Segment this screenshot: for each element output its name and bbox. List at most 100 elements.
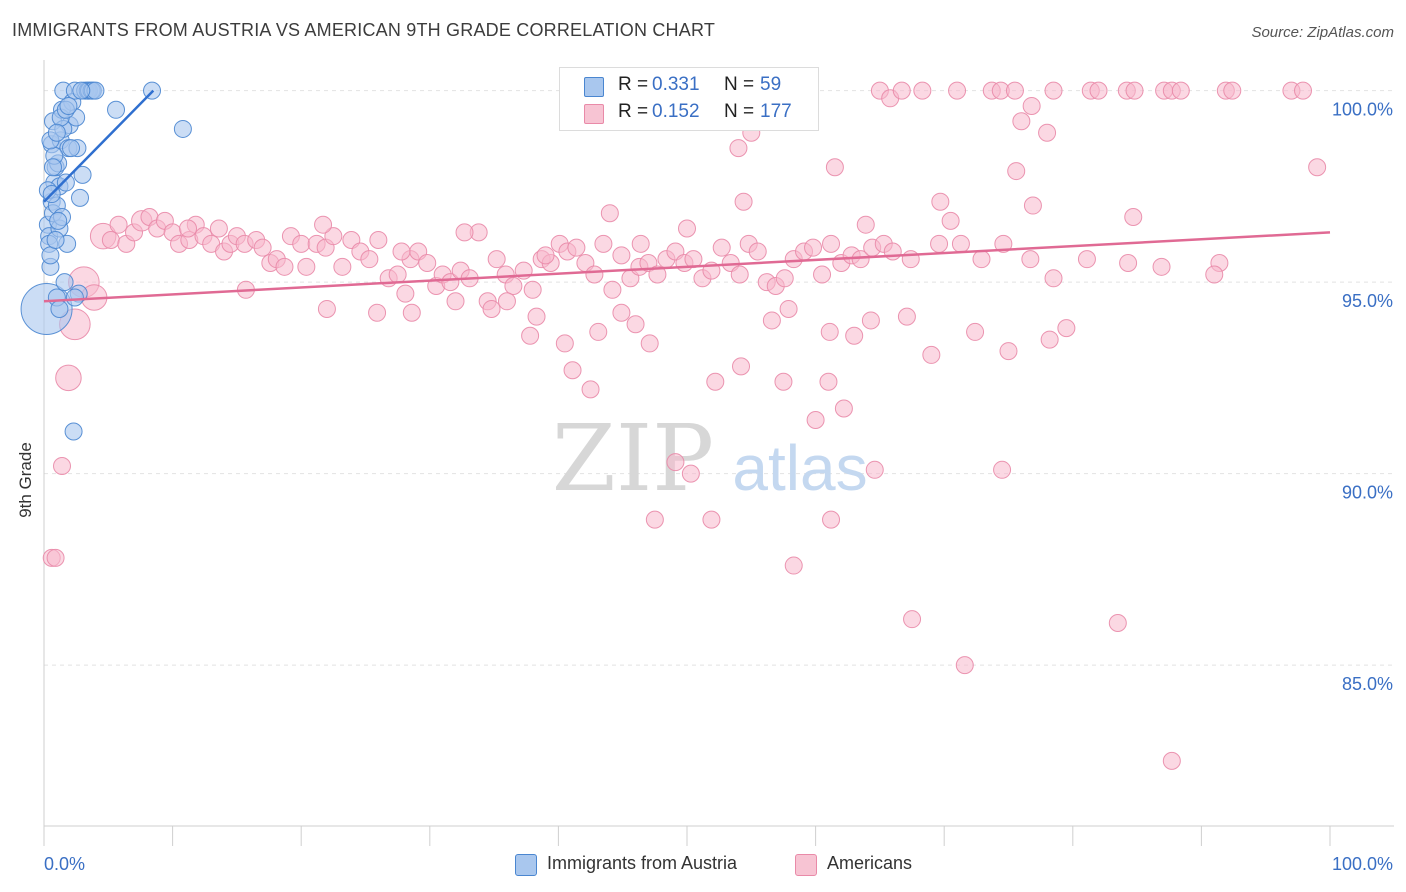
data-point-americans: [1293, 81, 1312, 100]
legend-swatch-austria: [584, 77, 604, 97]
data-point-americans: [820, 322, 839, 341]
data-point-americans: [275, 257, 294, 276]
y-axis-label: 9th Grade: [16, 442, 35, 518]
data-point-americans: [360, 250, 379, 269]
y-tick-label: 100.0%: [1332, 100, 1393, 120]
data-point-americans: [775, 269, 794, 288]
data-point-austria: [44, 158, 63, 177]
data-point-austria: [64, 422, 83, 441]
data-point-americans: [1044, 81, 1063, 100]
data-point-americans: [589, 322, 608, 341]
data-point-americans: [523, 280, 542, 299]
data-point-americans: [521, 326, 540, 345]
data-point-austria: [73, 165, 92, 184]
data-point-americans: [966, 322, 985, 341]
data-point-americans: [1023, 196, 1042, 215]
data-point-americans: [333, 257, 352, 276]
data-point-americans: [297, 257, 316, 276]
legend-r-value: 0.152: [652, 101, 700, 122]
data-point-americans: [819, 372, 838, 391]
data-point-austria: [50, 299, 69, 318]
legend-n-label: N =: [724, 74, 755, 95]
data-point-americans: [948, 81, 967, 100]
data-point-americans: [585, 265, 604, 284]
data-point-americans: [253, 238, 272, 257]
data-point-americans: [1162, 751, 1181, 770]
y-tick-labels: 100.0% 95.0% 90.0% 85.0%: [1332, 100, 1393, 695]
data-point-americans: [1038, 123, 1057, 142]
data-point-americans: [813, 265, 832, 284]
data-point-americans: [402, 303, 421, 322]
data-point-americans: [292, 234, 311, 253]
data-point-americans: [762, 311, 781, 330]
source-credit: Source: ZipAtlas.com: [1251, 24, 1394, 41]
data-point-americans: [681, 464, 700, 483]
data-point-americans: [972, 250, 991, 269]
data-point-americans: [527, 307, 546, 326]
data-point-austria: [56, 173, 75, 192]
data-point-americans: [806, 411, 825, 430]
data-point-americans: [892, 81, 911, 100]
correlation-legend: R = 0.331 N = 59 R = 0.152 N = 177: [559, 67, 819, 131]
data-point-americans: [825, 158, 844, 177]
legend-n-label: N =: [724, 101, 755, 122]
data-point-americans: [922, 345, 941, 364]
data-point-americans: [600, 204, 619, 223]
y-tick-label: 95.0%: [1342, 291, 1393, 311]
data-point-americans: [1007, 162, 1026, 181]
data-point-americans: [612, 246, 631, 265]
data-point-americans: [179, 219, 198, 238]
data-point-austria: [72, 81, 91, 100]
axes: [43, 60, 1394, 846]
data-point-americans: [101, 231, 120, 250]
data-point-americans: [482, 299, 501, 318]
data-point-americans: [748, 242, 767, 261]
data-point-americans: [1022, 96, 1041, 115]
data-point-americans: [392, 242, 411, 261]
data-point-americans: [931, 192, 950, 211]
data-point-americans: [612, 303, 631, 322]
data-point-americans: [941, 211, 960, 230]
data-point-americans: [209, 219, 228, 238]
data-point-americans: [396, 284, 415, 303]
watermark-atlas: atlas: [732, 432, 867, 504]
data-point-americans: [504, 276, 523, 295]
watermark-zip: ZIP: [552, 405, 714, 512]
data-point-americans: [930, 234, 949, 253]
data-point-americans: [1057, 319, 1076, 338]
data-point-americans: [487, 250, 506, 269]
data-point-americans: [1108, 614, 1127, 633]
data-point-americans: [955, 656, 974, 675]
data-point-americans: [784, 556, 803, 575]
data-point-americans: [774, 372, 793, 391]
data-point-americans: [856, 215, 875, 234]
y-axis-label-wrap: 9th Grade: [6, 430, 46, 530]
data-point-americans: [865, 460, 884, 479]
data-point-americans: [418, 253, 437, 272]
data-point-americans: [563, 361, 582, 380]
data-point-americans: [1152, 257, 1171, 276]
data-point-americans: [861, 311, 880, 330]
trend-line-austria: [43, 89, 155, 203]
data-point-americans: [1012, 112, 1031, 131]
data-point-austria: [41, 246, 60, 265]
chart-title: IMMIGRANTS FROM AUSTRIA VS AMERICAN 9TH …: [12, 20, 716, 40]
data-point-americans: [455, 223, 474, 242]
legend-label-americans: Americans: [827, 853, 913, 873]
data-point-americans: [951, 234, 970, 253]
data-point-austria: [107, 100, 126, 119]
data-point-americans: [567, 238, 586, 257]
data-point-americans: [666, 453, 685, 472]
data-point-americans: [536, 246, 555, 265]
data-point-austria: [62, 139, 81, 158]
data-point-austria: [49, 211, 68, 230]
legend-r-label: R =: [618, 101, 649, 122]
trend-line-americans: [43, 231, 1331, 303]
data-point-americans: [1308, 158, 1327, 177]
data-point-americans: [441, 273, 460, 292]
data-point-americans: [1223, 81, 1242, 100]
data-point-americans: [1205, 265, 1224, 284]
data-point-americans: [834, 399, 853, 418]
data-point-americans: [993, 460, 1012, 479]
legend-n-value: 59: [760, 74, 782, 95]
